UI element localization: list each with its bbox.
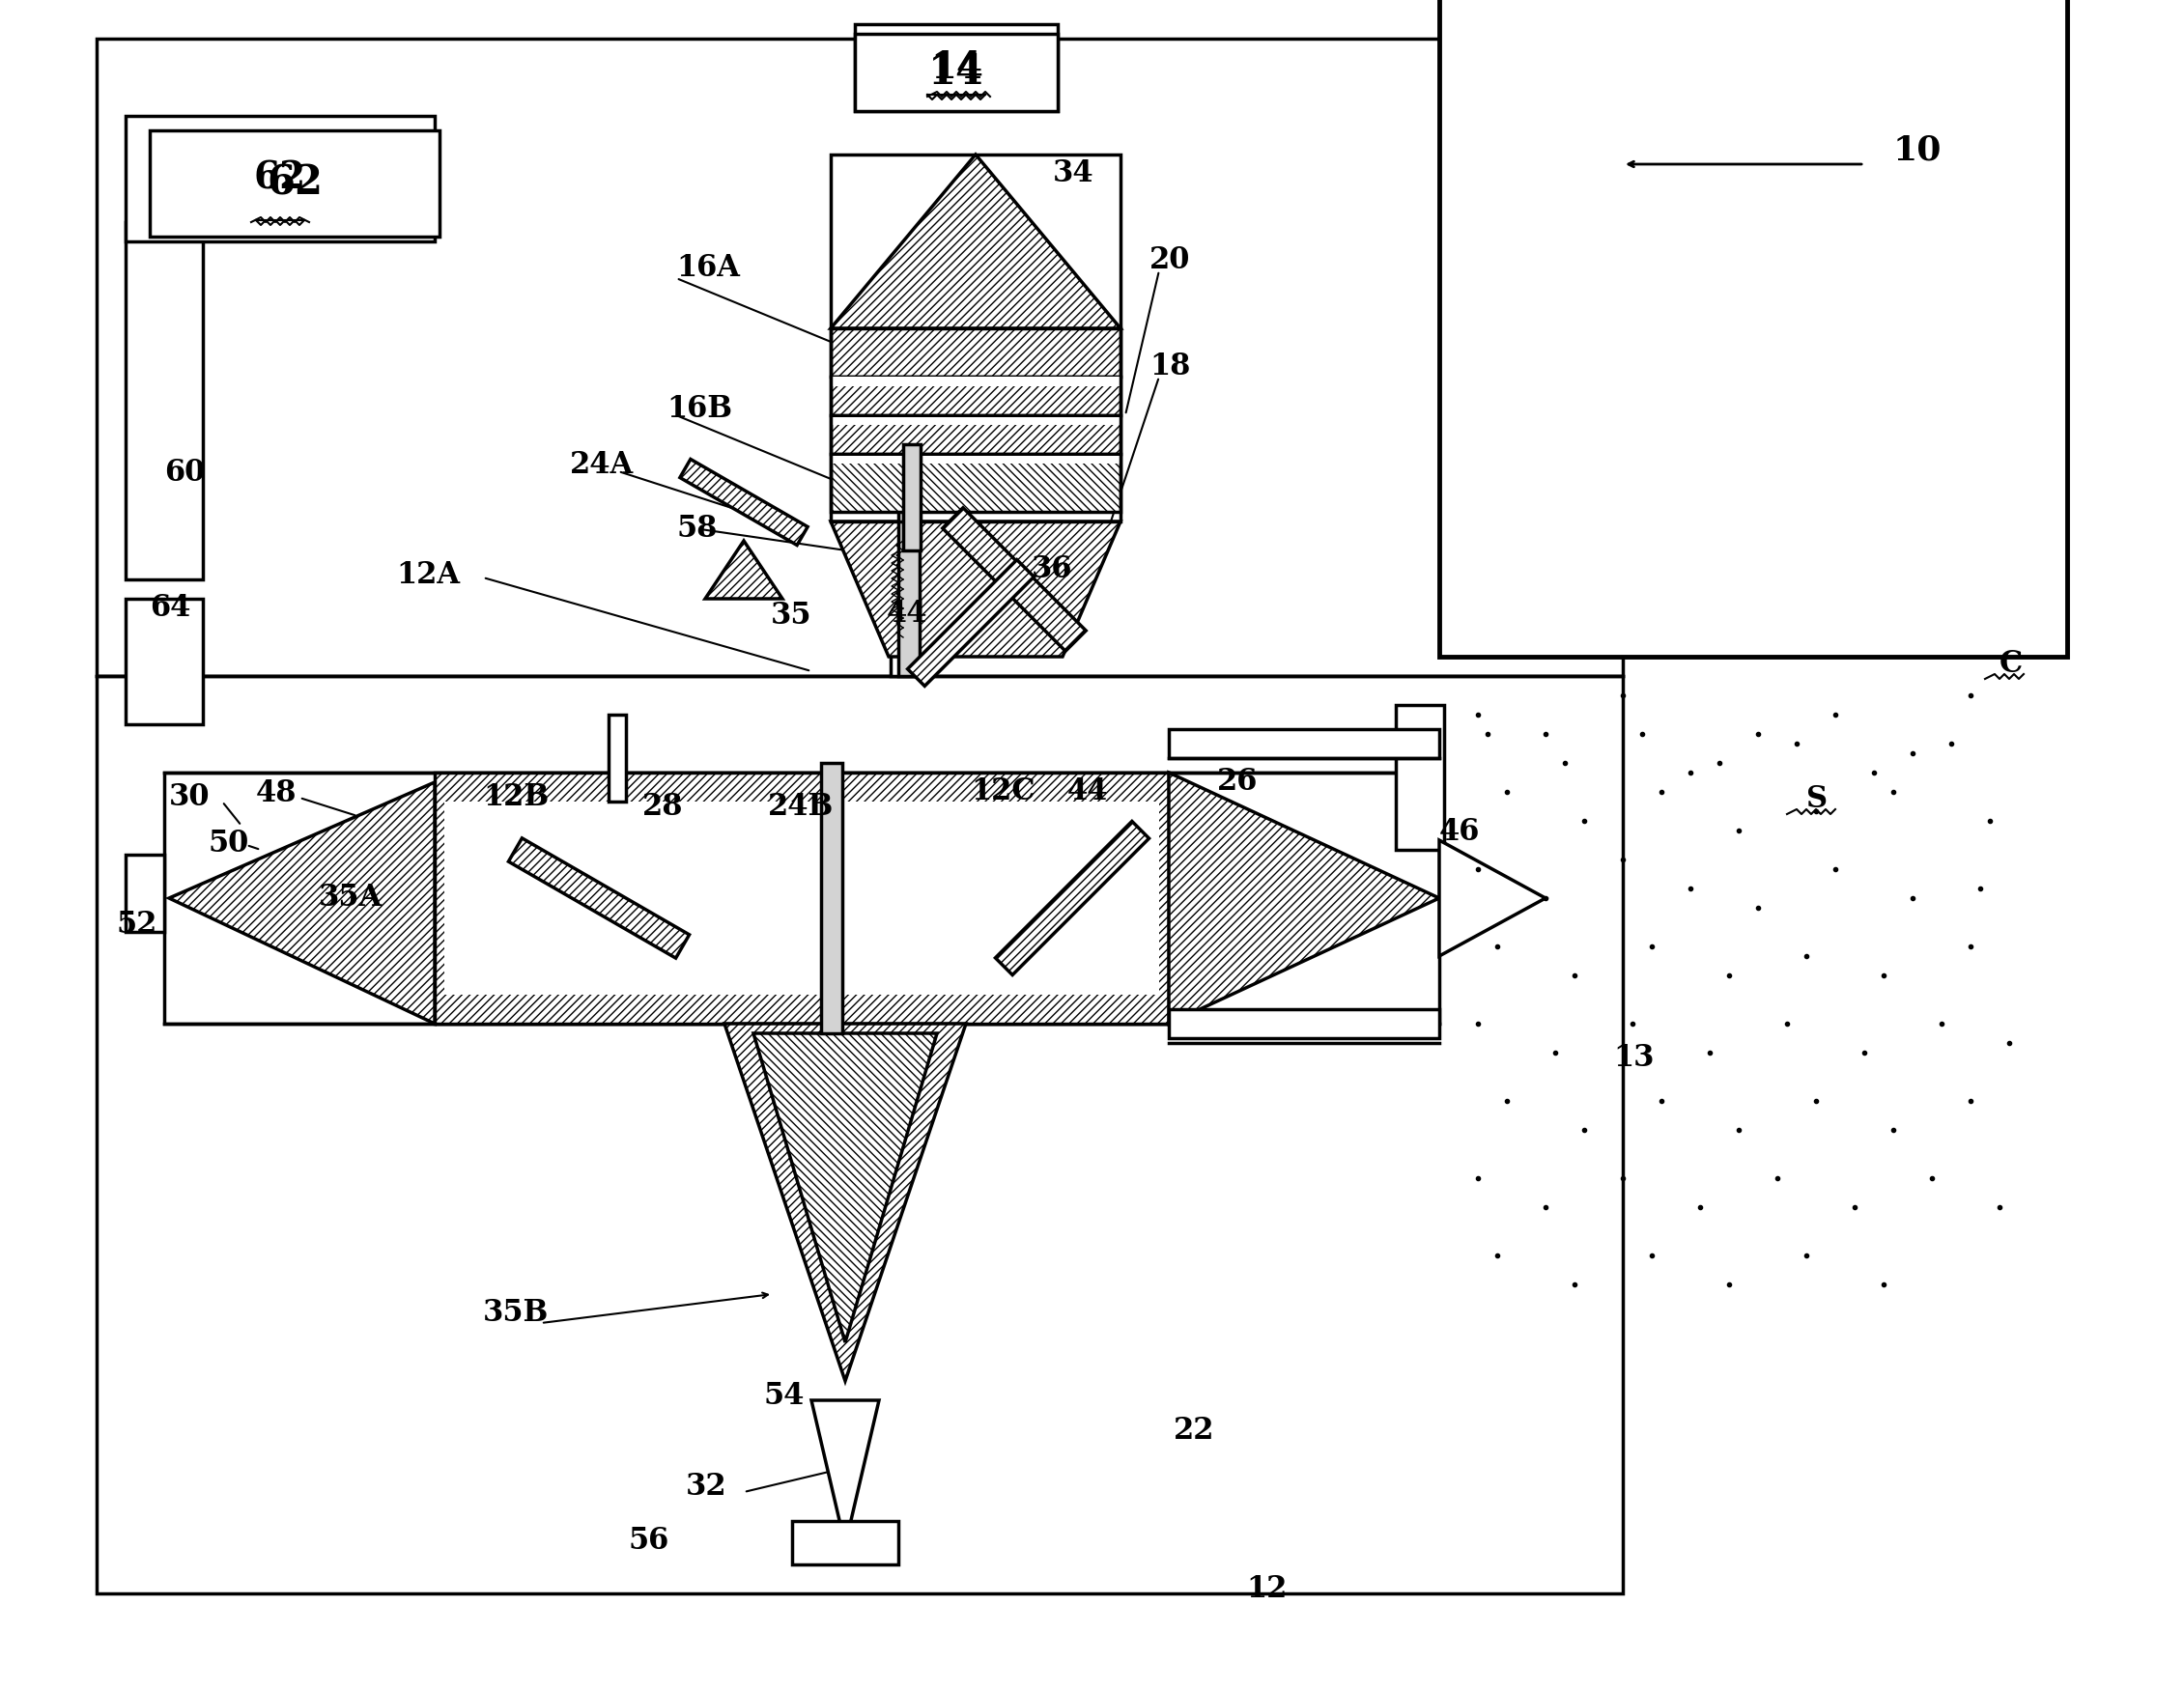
Text: 34: 34 (1053, 159, 1094, 189)
Text: 54: 54 (762, 1381, 804, 1411)
Text: 28: 28 (642, 791, 684, 821)
Text: 20: 20 (1149, 245, 1190, 275)
Text: 26: 26 (1216, 767, 1258, 798)
Bar (854, 34, 1057, 112)
FancyBboxPatch shape (124, 117, 435, 242)
Polygon shape (679, 460, 808, 546)
Bar (830, 377, 1120, 387)
Text: 46: 46 (1439, 818, 1481, 847)
Text: 56: 56 (627, 1526, 668, 1555)
Text: 62: 62 (253, 161, 306, 198)
Polygon shape (168, 782, 435, 1024)
Bar (96, 676, 1623, 1594)
Text: 52: 52 (116, 911, 157, 940)
Text: 60: 60 (164, 458, 205, 488)
Bar (1168, 728, 1439, 759)
Bar (164, 772, 1439, 1024)
Text: 50: 50 (207, 828, 249, 859)
Text: 36: 36 (1031, 554, 1072, 585)
Text: 62: 62 (266, 164, 323, 204)
Text: 12B: 12B (483, 782, 548, 811)
Bar (830, 377, 1120, 416)
Text: 35A: 35A (319, 884, 382, 913)
Polygon shape (705, 541, 782, 598)
Bar (124, 855, 164, 931)
Text: 14: 14 (928, 52, 985, 93)
Polygon shape (830, 522, 1120, 657)
Bar (124, 598, 203, 725)
Polygon shape (1439, 840, 1546, 957)
Text: C: C (2001, 649, 2022, 679)
Text: 13: 13 (1614, 1043, 1653, 1073)
Text: 30: 30 (168, 782, 210, 813)
Bar (830, 328, 1120, 377)
Text: 32: 32 (686, 1472, 727, 1502)
Text: 16A: 16A (677, 254, 740, 284)
Text: 24A: 24A (570, 451, 633, 480)
Bar (1439, 0, 2066, 657)
FancyBboxPatch shape (854, 24, 1057, 112)
Text: 58: 58 (677, 514, 716, 544)
Polygon shape (812, 1401, 878, 1545)
Text: 16B: 16B (666, 394, 732, 424)
Bar (793, 1521, 898, 1565)
Bar (435, 772, 1168, 1024)
Bar (898, 395, 919, 676)
Bar (830, 455, 1120, 512)
Bar (443, 801, 1160, 995)
Text: 35: 35 (771, 602, 812, 630)
Text: 12C: 12C (970, 777, 1035, 806)
Bar (830, 417, 1120, 424)
Polygon shape (509, 838, 690, 958)
Text: 18: 18 (1149, 352, 1190, 382)
Polygon shape (909, 559, 1033, 686)
Bar (830, 456, 1120, 463)
Text: 14: 14 (930, 49, 983, 86)
Polygon shape (996, 821, 1149, 975)
Bar (1168, 1009, 1439, 1038)
Text: 48: 48 (256, 779, 297, 810)
Text: 22: 22 (1173, 1416, 1214, 1447)
Text: 12A: 12A (395, 559, 461, 590)
Text: 12: 12 (1247, 1573, 1286, 1604)
Text: S: S (1806, 784, 1828, 815)
Text: 10: 10 (1894, 134, 1942, 166)
Text: 24B: 24B (769, 791, 834, 821)
Polygon shape (830, 154, 1120, 328)
Bar (96, 39, 1623, 676)
Polygon shape (753, 1033, 937, 1342)
Bar (151, 130, 439, 237)
Bar (609, 715, 627, 801)
Text: 64: 64 (151, 593, 190, 624)
Text: 35B: 35B (483, 1298, 548, 1328)
Bar (830, 154, 1120, 522)
Bar (891, 551, 919, 676)
Polygon shape (1168, 772, 1439, 1024)
Text: 44: 44 (1068, 777, 1109, 806)
Bar (904, 444, 919, 551)
Text: 44: 44 (887, 598, 928, 629)
Bar (124, 221, 203, 580)
Bar (821, 762, 843, 1033)
Polygon shape (943, 507, 1085, 651)
Bar (830, 416, 1120, 455)
Bar (1396, 705, 1444, 850)
Polygon shape (725, 1024, 965, 1381)
